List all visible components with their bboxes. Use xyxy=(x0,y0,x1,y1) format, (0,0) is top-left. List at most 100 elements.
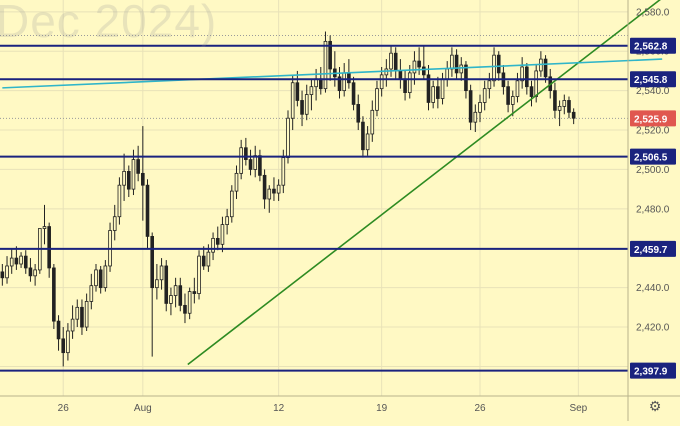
candle-body-88 xyxy=(412,60,417,74)
candle-body-109 xyxy=(510,96,515,105)
candle-body-65 xyxy=(304,94,309,115)
candle-body-81 xyxy=(379,74,384,90)
y-tick-label-4: 2,480.0 xyxy=(636,204,670,215)
candle-body-92 xyxy=(431,86,435,103)
candle-body-96 xyxy=(450,54,454,70)
candle-body-79 xyxy=(370,109,375,135)
candle-body-41 xyxy=(192,291,197,294)
candle-body-121 xyxy=(567,100,571,113)
candle-body-63 xyxy=(295,82,300,101)
candle-body-59 xyxy=(276,184,281,194)
candle-body-70 xyxy=(328,40,332,70)
candle-body-38 xyxy=(178,285,183,306)
level-label-3-bg xyxy=(630,240,676,257)
candle-body-50 xyxy=(234,172,239,192)
candle-body-74 xyxy=(347,72,351,84)
grid xyxy=(0,0,628,396)
candle-body-69 xyxy=(323,40,328,90)
candle-body-120 xyxy=(562,100,567,107)
candle-body-29 xyxy=(136,159,140,174)
candle-body-15 xyxy=(70,318,75,332)
candle-body-17 xyxy=(80,306,84,328)
candle-body-22 xyxy=(103,265,108,289)
y-tick-label-1: 2,420.0 xyxy=(636,323,670,334)
level-label-2-text: 2,506.5 xyxy=(634,153,668,164)
candle-body-57 xyxy=(267,188,272,200)
candle-body-21 xyxy=(98,269,103,289)
candle-body-86 xyxy=(403,78,407,93)
x-tick-label-0: 26 xyxy=(58,403,70,414)
candle-body-73 xyxy=(342,72,347,92)
candle-body-102 xyxy=(478,102,482,113)
current-price-label-text: 2,525.9 xyxy=(634,114,668,125)
y-tick-label-6: 2,520.0 xyxy=(636,126,670,137)
candle-body-31 xyxy=(145,184,150,237)
candle-body-100 xyxy=(468,90,473,123)
level-label-0-bg xyxy=(630,37,676,54)
candle-body-112 xyxy=(525,66,529,88)
candle-body-66 xyxy=(309,86,314,95)
candle-body-72 xyxy=(337,76,342,92)
candle-body-11 xyxy=(52,267,56,322)
x-tick-label-5: Sep xyxy=(569,403,587,414)
candle-body-110 xyxy=(515,80,520,97)
candle-body-36 xyxy=(169,295,173,304)
candle-body-80 xyxy=(375,88,379,111)
x-tick-label-1: Aug xyxy=(134,403,152,414)
y-axis: 2,400.02,420.02,440.02,460.02,480.02,500… xyxy=(627,0,676,421)
candle-body-98 xyxy=(459,64,464,74)
candle-body-40 xyxy=(187,291,192,314)
candle-body-104 xyxy=(487,80,492,90)
candle-body-5 xyxy=(23,255,28,269)
candle-body-6 xyxy=(28,267,33,277)
level-label-0-text: 2,562.8 xyxy=(634,42,668,53)
candle-body-32 xyxy=(150,236,154,289)
candle-body-93 xyxy=(436,86,440,99)
candle-body-1 xyxy=(5,265,9,279)
candle-body-39 xyxy=(183,304,187,314)
candle-body-97 xyxy=(454,54,459,74)
candle-body-116 xyxy=(543,58,548,78)
level-label-4-bg xyxy=(630,362,676,379)
candle-body-35 xyxy=(164,265,169,304)
candle-body-52 xyxy=(244,147,248,160)
candle-body-78 xyxy=(365,133,370,151)
candle-body-42 xyxy=(197,255,201,294)
candle-body-46 xyxy=(215,237,220,245)
candle-body-90 xyxy=(421,66,426,76)
candle-body-2 xyxy=(9,257,14,267)
candle-body-0 xyxy=(0,271,5,279)
candle-body-16 xyxy=(75,306,80,320)
candle-body-75 xyxy=(351,82,356,105)
candle-body-105 xyxy=(492,54,496,82)
level-lines xyxy=(0,44,628,372)
candle-body-54 xyxy=(253,155,258,170)
candle-body-26 xyxy=(122,171,126,186)
current-price-label-bg xyxy=(630,110,676,127)
watermark: Dec 2024) xyxy=(0,0,218,47)
y-tick-label-7: 2,540.0 xyxy=(636,86,670,97)
candle-body-94 xyxy=(440,78,445,99)
level-label-2-bg xyxy=(630,148,676,165)
gear-icon[interactable]: ⚙ xyxy=(648,399,662,415)
trendline-1 xyxy=(2,58,663,89)
candle-body-68 xyxy=(318,78,323,90)
candle-body-53 xyxy=(248,159,253,170)
candle-body-85 xyxy=(398,70,403,80)
x-tick-label-4: 26 xyxy=(474,403,486,414)
candle-body-99 xyxy=(464,64,468,92)
candle-body-61 xyxy=(286,117,290,159)
candle-body-47 xyxy=(220,224,225,245)
candle-body-84 xyxy=(393,52,398,72)
candle-body-64 xyxy=(300,100,304,115)
candle-body-111 xyxy=(520,66,524,82)
candle-body-101 xyxy=(473,111,478,123)
candle-body-24 xyxy=(112,216,117,231)
candle-body-91 xyxy=(426,74,431,103)
candle-body-18 xyxy=(84,301,89,328)
candle-body-56 xyxy=(262,174,267,200)
y-tick-label-5: 2,500.0 xyxy=(636,165,670,176)
candle-body-51 xyxy=(239,147,243,174)
